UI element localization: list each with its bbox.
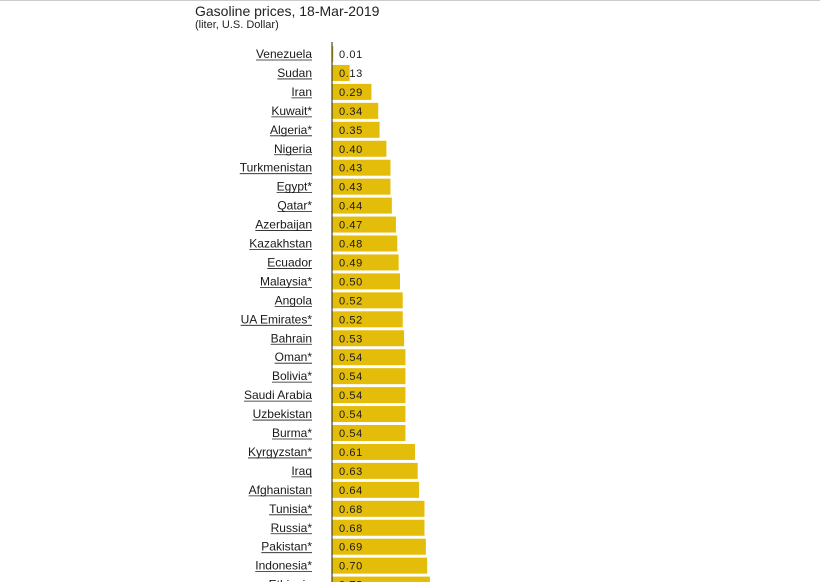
bar-pakistan	[332, 538, 426, 555]
category-label-sudan[interactable]: Sudan	[277, 66, 312, 80]
category-label-afghanistan[interactable]: Afghanistan	[249, 483, 312, 497]
value-label-nigeria: 0.40	[339, 144, 363, 156]
value-label-ethiopia: 0.72	[339, 580, 363, 582]
bar-algeria	[332, 121, 380, 138]
category-label-kazakhstan[interactable]: Kazakhstan	[249, 237, 312, 251]
value-label-saudi-arabia: 0.54	[339, 390, 363, 402]
value-label-oman: 0.54	[339, 352, 363, 364]
top-rule	[0, 0, 820, 1]
bar-kyrgyzstan	[332, 443, 415, 460]
value-label-burma: 0.54	[339, 428, 363, 440]
bar-kazakhstan	[332, 235, 398, 252]
value-label-venezuela: 0.01	[339, 49, 363, 61]
category-label-azerbaijan[interactable]: Azerbaijan	[255, 218, 312, 232]
bar-kuwait	[332, 102, 379, 119]
category-label-russia[interactable]: Russia*	[271, 521, 313, 535]
category-label-egypt[interactable]: Egypt*	[277, 180, 313, 194]
bar-venezuela	[332, 46, 334, 62]
category-label-ua-emirates[interactable]: UA Emirates*	[241, 312, 313, 326]
category-label-bahrain[interactable]: Bahrain	[271, 331, 312, 345]
bar-indonesia	[332, 557, 428, 574]
value-label-angola: 0.52	[339, 295, 363, 307]
bar-azerbaijan	[332, 216, 396, 233]
value-label-kyrgyzstan: 0.61	[339, 447, 363, 459]
category-label-ecuador[interactable]: Ecuador	[267, 255, 312, 269]
category-label-indonesia[interactable]: Indonesia*	[255, 559, 312, 573]
bar-bahrain	[332, 330, 405, 347]
value-label-iran: 0.29	[339, 87, 363, 99]
category-label-saudi-arabia[interactable]: Saudi Arabia	[244, 388, 312, 402]
category-label-algeria[interactable]: Algeria*	[270, 123, 312, 137]
value-label-turkmenistan: 0.43	[339, 163, 363, 175]
bar-uzbekistan	[332, 406, 406, 423]
bar-nigeria	[332, 140, 387, 157]
bar-bolivia	[332, 368, 406, 385]
value-label-afghanistan: 0.64	[339, 485, 363, 497]
category-label-iran[interactable]: Iran	[291, 85, 312, 99]
category-label-bolivia[interactable]: Bolivia*	[272, 369, 312, 383]
value-label-bolivia: 0.54	[339, 371, 363, 383]
category-label-tunisia[interactable]: Tunisia*	[269, 502, 312, 516]
bar-afghanistan	[332, 481, 420, 498]
value-label-kuwait: 0.34	[339, 106, 363, 118]
category-label-kyrgyzstan[interactable]: Kyrgyzstan*	[248, 445, 312, 459]
value-label-ua-emirates: 0.52	[339, 314, 363, 326]
category-label-turkmenistan[interactable]: Turkmenistan	[240, 161, 312, 175]
value-label-malaysia: 0.50	[339, 276, 363, 288]
bar-ua-emirates	[332, 311, 403, 328]
bar-malaysia	[332, 273, 400, 290]
bar-iraq	[332, 462, 418, 479]
value-label-russia: 0.68	[339, 523, 363, 535]
value-label-pakistan: 0.69	[339, 542, 363, 554]
category-label-qatar[interactable]: Qatar*	[277, 199, 312, 213]
bar-oman	[332, 349, 406, 366]
category-label-burma[interactable]: Burma*	[272, 426, 312, 440]
category-label-iraq[interactable]: Iraq	[291, 464, 312, 478]
category-label-nigeria[interactable]: Nigeria	[274, 142, 312, 156]
category-label-angola[interactable]: Angola	[275, 293, 313, 307]
bar-angola	[332, 292, 403, 309]
category-label-malaysia[interactable]: Malaysia*	[260, 274, 312, 288]
category-label-kuwait[interactable]: Kuwait*	[271, 104, 312, 118]
bar-turkmenistan	[332, 159, 391, 176]
chart-subtitle: (liter, U.S. Dollar)	[195, 19, 279, 31]
bar-russia	[332, 519, 425, 536]
value-label-indonesia: 0.70	[339, 561, 363, 573]
value-label-sudan: 0.13	[339, 68, 363, 80]
value-label-egypt: 0.43	[339, 182, 363, 194]
value-label-iraq: 0.63	[339, 466, 363, 478]
value-label-algeria: 0.35	[339, 125, 363, 137]
bar-egypt	[332, 178, 391, 195]
chart-title: Gasoline prices, 18-Mar-2019	[195, 3, 380, 19]
category-label-pakistan[interactable]: Pakistan*	[261, 540, 312, 554]
category-label-venezuela[interactable]: Venezuela	[256, 47, 312, 61]
value-label-bahrain: 0.53	[339, 333, 363, 345]
category-label-oman[interactable]: Oman*	[275, 350, 313, 364]
bar-saudi-arabia	[332, 387, 406, 404]
bar-ecuador	[332, 254, 399, 271]
bar-qatar	[332, 197, 392, 214]
value-label-kazakhstan: 0.48	[339, 239, 363, 251]
value-label-ecuador: 0.49	[339, 257, 363, 269]
value-label-uzbekistan: 0.54	[339, 409, 363, 421]
bar-tunisia	[332, 500, 425, 517]
category-label-ethiopia[interactable]: Ethiopia	[269, 578, 313, 582]
bar-burma	[332, 425, 406, 441]
bar-iran	[332, 83, 372, 100]
bar-ethiopia	[332, 576, 430, 582]
value-label-tunisia: 0.68	[339, 504, 363, 516]
value-label-qatar: 0.44	[339, 201, 363, 213]
value-label-azerbaijan: 0.47	[339, 220, 363, 232]
bar-sudan	[332, 64, 350, 81]
category-label-uzbekistan[interactable]: Uzbekistan	[253, 407, 312, 421]
